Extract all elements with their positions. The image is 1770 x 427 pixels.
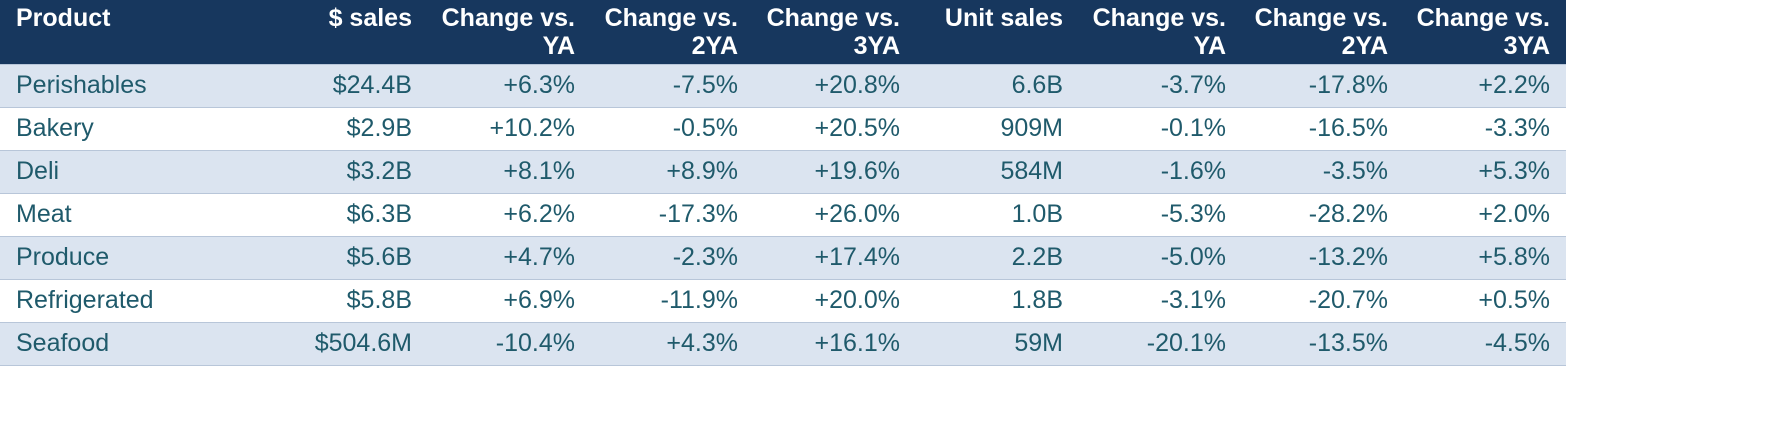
table-cell: $6.3B [346,200,412,228]
table-row: Seafood $504.6M -10.4% +4.3% +16.1% 59M -20.1%… [0,322,1566,365]
table-cell: 6.6B [1011,71,1063,99]
table-cell: +4.7% [503,243,575,271]
table-cell: +16.1% [814,329,901,357]
column-header-product: Product [16,4,111,32]
header-row: Product $ sales Change vs. YA Change vs. 2Y… [0,0,1566,64]
perishables-sales-table: Product $ sales Change vs. YA Change vs. 2Y… [0,0,1566,365]
table-cell: 584M [1000,157,1063,185]
table-cell: -17.3% [658,200,738,228]
table-cell: $5.8B [346,286,412,314]
table-cell: +26.0% [814,200,901,228]
table-row: Refrigerated $5.8B +6.9% -11.9% +20.0% 1.8B -3… [0,279,1566,322]
table-cell: +0.5% [1478,286,1550,314]
table-cell: $504.6M [314,329,412,357]
table-cell: +2.2% [1478,71,1550,99]
table-cell: 2.2B [1011,243,1063,271]
table-cell: -17.8% [1308,71,1388,99]
table-cell: 1.0B [1011,200,1063,228]
table-cell: $5.6B [346,243,412,271]
table-cell: -3.3% [1484,114,1550,142]
table-cell: +8.1% [503,157,575,185]
row-label: Seafood [16,329,110,357]
row-label: Refrigerated [16,286,154,314]
table-body: Perishables $24.4B +6.3% -7.5% +20.8% 6.6B -3.… [0,64,1566,365]
table-cell: +6.3% [503,71,575,99]
column-header: Change vs. YA [441,4,575,60]
table-cell: -11.9% [660,286,738,314]
column-header: Change vs. 3YA [1416,4,1550,60]
table-cell: 909M [1000,114,1063,142]
row-label: Meat [16,200,72,228]
table-row: Deli $3.2B +8.1% +8.9% +19.6% 584M -1.6% -3.5% +… [0,150,1566,193]
column-header: Change vs. 3YA [766,4,900,60]
table-cell: -20.1% [1146,329,1226,357]
column-header: Change vs. 2YA [1254,4,1388,60]
table-cell: -5.0% [1160,243,1226,271]
column-header: Unit sales [944,4,1063,32]
table-cell: +20.0% [814,286,901,314]
table-cell: $3.2B [346,157,412,185]
row-label: Produce [16,243,110,271]
column-header: $ sales [328,4,412,32]
table-cell: -20.7% [1308,286,1388,314]
table-cell: -0.5% [672,114,738,142]
table-cell: +6.9% [503,286,575,314]
table-cell: -2.3% [672,243,738,271]
table-cell: -28.2% [1308,200,1388,228]
table-cell: -16.5% [1308,114,1388,142]
column-header: Change vs. 2YA [604,4,738,60]
table-cell: +20.8% [814,71,901,99]
table-cell: -13.5% [1308,329,1388,357]
column-header: Change vs. YA [1092,4,1226,60]
table-cell: -4.5% [1484,329,1550,357]
table-cell: +17.4% [814,243,901,271]
table-cell: -3.1% [1160,286,1226,314]
table-cell: +4.3% [666,329,738,357]
table-cell: -7.5% [672,71,738,99]
table-cell: +10.2% [489,114,576,142]
table-cell: +5.3% [1478,157,1550,185]
table-cell: +8.9% [666,157,738,185]
table-cell: 1.8B [1011,286,1063,314]
table-cell: -5.3% [1160,200,1226,228]
row-label: Deli [16,157,60,185]
table-cell: -0.1% [1160,114,1226,142]
table-cell: -3.5% [1322,157,1388,185]
table-cell: $24.4B [332,71,412,99]
table-cell: +6.2% [503,200,575,228]
table-row: Meat $6.3B +6.2% -17.3% +26.0% 1.0B -5.3% -28.2… [0,193,1566,236]
table-row: Bakery $2.9B +10.2% -0.5% +20.5% 909M -0.1% -16… [0,107,1566,150]
table-row: Perishables $24.4B +6.3% -7.5% +20.8% 6.6B -3.… [0,64,1566,107]
table-cell: -13.2% [1308,243,1388,271]
data-table-container: Product $ sales Change vs. YA Change vs. 2Y… [0,0,1566,365]
table-cell: -1.6% [1160,157,1226,185]
table-cell: -10.4% [495,329,575,357]
table-cell: -3.7% [1160,71,1226,99]
row-label: Perishables [16,71,147,99]
table-row: Produce $5.6B +4.7% -2.3% +17.4% 2.2B -5.0% -13… [0,236,1566,279]
table-cell: +2.0% [1478,200,1550,228]
table-cell: $2.9B [346,114,412,142]
table-cell: 59M [1014,329,1063,357]
table-cell: +20.5% [814,114,901,142]
table-cell: +19.6% [814,157,901,185]
row-label: Bakery [16,114,94,142]
table-cell: +5.8% [1478,243,1550,271]
